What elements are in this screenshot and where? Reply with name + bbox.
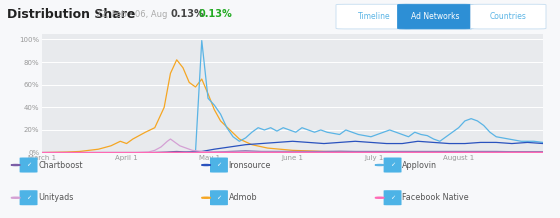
Text: Ironsource: Ironsource	[228, 160, 271, 170]
Text: 22, Feb - 06, Aug: 22, Feb - 06, Aug	[96, 10, 167, 19]
Text: ✓: ✓	[216, 163, 222, 167]
FancyBboxPatch shape	[20, 190, 38, 205]
Text: Applovin: Applovin	[402, 160, 437, 170]
Text: Distribution Share: Distribution Share	[7, 8, 136, 21]
FancyBboxPatch shape	[210, 190, 228, 205]
Text: Facebook Native: Facebook Native	[402, 193, 469, 202]
Text: 0.13%: 0.13%	[171, 9, 204, 19]
Text: 0.13%: 0.13%	[199, 9, 232, 19]
Text: Admob: Admob	[228, 193, 257, 202]
Text: ✓: ✓	[390, 195, 395, 200]
FancyBboxPatch shape	[336, 4, 412, 29]
Text: ✓: ✓	[390, 163, 395, 167]
Circle shape	[375, 197, 384, 198]
Text: ✓: ✓	[216, 195, 222, 200]
Text: Unityads: Unityads	[38, 193, 73, 202]
Text: ✓: ✓	[26, 195, 31, 200]
Text: Countries: Countries	[490, 12, 526, 21]
Circle shape	[11, 197, 20, 198]
FancyBboxPatch shape	[384, 190, 402, 205]
FancyBboxPatch shape	[470, 4, 546, 29]
FancyBboxPatch shape	[20, 157, 38, 173]
Text: Chartboost: Chartboost	[38, 160, 82, 170]
Text: Ad Networks: Ad Networks	[411, 12, 460, 21]
Text: ✓: ✓	[26, 163, 31, 167]
FancyBboxPatch shape	[398, 4, 473, 29]
FancyBboxPatch shape	[210, 157, 228, 173]
FancyBboxPatch shape	[384, 157, 402, 173]
Circle shape	[202, 197, 211, 198]
Text: Timeline: Timeline	[357, 12, 390, 21]
